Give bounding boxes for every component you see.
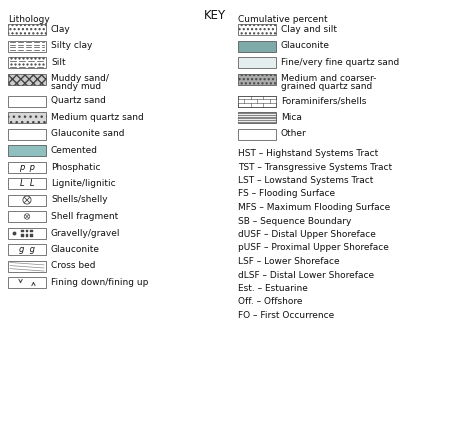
Text: dUSF – Distal Upper Shoreface: dUSF – Distal Upper Shoreface (238, 230, 376, 239)
Text: MFS – Maximum Flooding Surface: MFS – Maximum Flooding Surface (238, 203, 390, 212)
Text: HST – Highstand Systems Tract: HST – Highstand Systems Tract (238, 149, 378, 158)
Text: Medium and coarser-: Medium and coarser- (281, 74, 376, 83)
Bar (238, 74, 276, 85)
Bar (8, 24, 46, 35)
Text: Lignite/lignitic: Lignite/lignitic (51, 179, 116, 188)
Bar (8, 261, 46, 272)
Text: Cumulative percent: Cumulative percent (238, 15, 328, 24)
Text: Quartz sand: Quartz sand (51, 97, 106, 105)
Text: KEY: KEY (204, 9, 226, 22)
Text: FO – First Occurrence: FO – First Occurrence (238, 311, 334, 320)
Bar (26, 234, 28, 237)
Bar (8, 112, 46, 123)
Text: Clay and silt: Clay and silt (281, 25, 337, 34)
Text: Gravelly/gravel: Gravelly/gravel (51, 228, 120, 238)
Bar (8, 244, 46, 255)
Bar (238, 96, 276, 106)
Text: Silty clay: Silty clay (51, 41, 92, 51)
Bar (8, 74, 46, 85)
Text: Phosphatic: Phosphatic (51, 162, 100, 172)
Text: Cross bed: Cross bed (51, 262, 95, 270)
Bar (8, 161, 46, 172)
Text: Off. – Offshore: Off. – Offshore (238, 298, 302, 306)
Bar (238, 24, 276, 35)
Text: Shells/shelly: Shells/shelly (51, 195, 108, 205)
Text: sandy mud: sandy mud (51, 82, 101, 91)
Text: Other: Other (281, 130, 307, 138)
Text: Mica: Mica (281, 113, 302, 122)
Text: grained quartz sand: grained quartz sand (281, 82, 372, 91)
Bar (8, 41, 46, 52)
Bar (26, 230, 28, 232)
Text: Glauconite: Glauconite (281, 41, 330, 51)
Text: Shell fragment: Shell fragment (51, 212, 118, 221)
Text: LST – Lowstand Systems Tract: LST – Lowstand Systems Tract (238, 176, 374, 185)
Text: SB – Sequence Boundary: SB – Sequence Boundary (238, 217, 351, 225)
Text: Cemented: Cemented (51, 146, 98, 155)
Text: pUSF – Proximal Upper Shoreface: pUSF – Proximal Upper Shoreface (238, 243, 389, 253)
Bar (238, 57, 276, 68)
Bar (8, 96, 46, 106)
Text: Fining down/fining up: Fining down/fining up (51, 278, 148, 287)
Text: p  p: p p (19, 162, 35, 172)
Text: Muddy sand/: Muddy sand/ (51, 74, 109, 83)
Bar (30, 230, 33, 232)
Bar (238, 112, 276, 123)
Text: FS – Flooding Surface: FS – Flooding Surface (238, 190, 335, 198)
Text: g  g: g g (19, 245, 35, 254)
Bar (8, 128, 46, 139)
Text: Fine/very fine quartz sand: Fine/very fine quartz sand (281, 58, 399, 67)
Text: Glauconite sand: Glauconite sand (51, 130, 125, 138)
Text: TST – Transgressive Systems Tract: TST – Transgressive Systems Tract (238, 162, 392, 172)
Bar (8, 194, 46, 206)
Bar (8, 228, 46, 239)
Text: dLSF – Distal Lower Shoreface: dLSF – Distal Lower Shoreface (238, 270, 374, 280)
Text: Clay: Clay (51, 25, 71, 34)
Bar (8, 145, 46, 156)
Bar (21, 234, 24, 237)
Text: L  L: L L (20, 179, 34, 188)
Bar (21, 230, 24, 232)
Bar (238, 41, 276, 52)
Bar (238, 128, 276, 139)
Text: Foraminifers/shells: Foraminifers/shells (281, 97, 366, 105)
Text: Est. – Estuarine: Est. – Estuarine (238, 284, 308, 293)
Text: Lithology: Lithology (8, 15, 50, 24)
Text: Glauconite: Glauconite (51, 245, 100, 254)
Text: LSF – Lower Shoreface: LSF – Lower Shoreface (238, 257, 340, 266)
Bar (8, 211, 46, 222)
Bar (8, 178, 46, 189)
Bar (8, 277, 46, 288)
Text: Silt: Silt (51, 58, 65, 67)
Bar (8, 57, 46, 68)
Bar (30, 234, 33, 237)
Text: Medium quartz sand: Medium quartz sand (51, 113, 144, 122)
